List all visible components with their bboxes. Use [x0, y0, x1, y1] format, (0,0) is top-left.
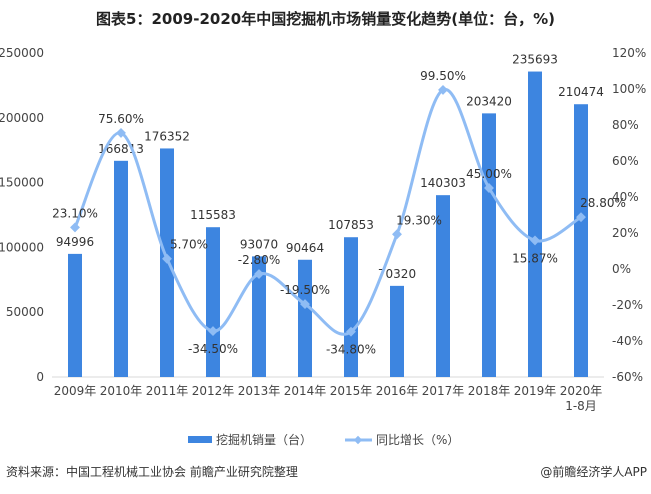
line-point	[70, 222, 80, 233]
right-tick-label: 20%	[612, 226, 639, 240]
bar-data-label: 115583	[190, 208, 236, 222]
bar-data-label: 70320	[378, 267, 416, 281]
left-tick-label: 50000	[6, 305, 44, 319]
legend-bar-swatch	[188, 436, 212, 443]
legend-bar-label: 挖掘机销量（台）	[216, 432, 312, 447]
line-data-label: 45.00%	[466, 167, 512, 181]
line-data-label: 19.30%	[396, 213, 442, 227]
right-tick-label: 100%	[612, 82, 646, 96]
bar-data-label: 93070	[240, 237, 278, 251]
bar-data-label: 107853	[328, 218, 374, 232]
line-data-label: 28.80%	[580, 196, 626, 210]
credit: @前瞻经济学人APP	[540, 465, 647, 479]
source-note: 资料来源：中国工程机械工业协会 前瞻产业研究院整理	[6, 465, 298, 479]
x-tick-label: 2018年	[468, 384, 511, 398]
left-tick-label: 100000	[0, 240, 44, 254]
x-tick-label: 2019年	[514, 384, 557, 398]
legend-line-label: 同比增长（%）	[376, 433, 459, 447]
right-tick-label: 60%	[612, 154, 639, 168]
right-tick-label: 120%	[612, 46, 646, 60]
line-point	[576, 212, 586, 223]
right-tick-label: -40%	[612, 334, 643, 348]
legend-line-marker	[353, 435, 363, 445]
line-point	[392, 229, 402, 240]
right-tick-label: 0%	[612, 262, 631, 276]
bar-data-label: 203420	[466, 94, 512, 108]
bar	[436, 195, 450, 377]
line-point	[208, 326, 218, 337]
right-tick-label: 80%	[612, 118, 639, 132]
line-point	[116, 127, 126, 138]
line-point	[300, 299, 310, 310]
bar	[528, 71, 542, 377]
bar	[344, 237, 358, 377]
line-data-label: 75.60%	[98, 112, 144, 126]
bar-data-label: 90464	[286, 241, 324, 255]
bar-data-label: 176352	[144, 129, 190, 143]
line-point	[346, 326, 356, 337]
x-tick-label: 2020年	[560, 384, 603, 398]
x-tick-label: 2011年	[146, 384, 189, 398]
line-data-label: 15.87%	[512, 251, 558, 265]
right-tick-label: 40%	[612, 190, 639, 204]
x-tick-label: 2013年	[238, 384, 281, 398]
x-tick-label: 2015年	[330, 384, 373, 398]
line-point	[162, 253, 172, 264]
bar	[574, 104, 588, 377]
left-tick-label: 250000	[0, 46, 44, 60]
x-tick-label: 2010年	[100, 384, 143, 398]
bar	[482, 113, 496, 378]
chart-title: 图表5：2009-2020年中国挖掘机市场销量变化趋势(单位：台，%)	[96, 10, 555, 28]
bar-data-label: 140303	[420, 176, 466, 190]
left-tick-label: 0	[36, 370, 44, 384]
bar	[206, 227, 220, 377]
x-tick-label: 2017年	[422, 384, 465, 398]
line-data-label: -34.80%	[326, 343, 376, 357]
right-tick-label: -60%	[612, 370, 643, 384]
x-tick-label: 2014年	[284, 384, 327, 398]
right-tick-label: -20%	[612, 298, 643, 312]
line-data-label: 5.70%	[170, 238, 208, 252]
line-data-label: -34.50%	[188, 342, 238, 356]
bar-data-label: 210474	[558, 85, 604, 99]
line-data-label: 23.10%	[52, 206, 98, 220]
bar	[252, 256, 266, 377]
bar	[390, 285, 404, 377]
x-tick-label: 2009年	[54, 384, 97, 398]
bar	[298, 259, 312, 377]
bar	[68, 253, 82, 377]
x-tick-label: 1-8月	[565, 399, 597, 413]
line-point	[484, 183, 494, 193]
left-tick-label: 200000	[0, 111, 44, 125]
bar	[114, 160, 128, 377]
bar-data-label: 94996	[56, 235, 94, 249]
bar-data-label: 235693	[512, 53, 558, 67]
line-data-label: -19.50%	[280, 283, 330, 297]
left-tick-label: 150000	[0, 176, 44, 190]
line-data-label: 99.50%	[420, 69, 466, 83]
growth-line	[73, 88, 582, 336]
line-data-label: -2.80%	[238, 253, 280, 267]
line-point	[530, 235, 540, 246]
x-tick-label: 2016年	[376, 384, 419, 398]
x-tick-label: 2012年	[192, 384, 235, 398]
